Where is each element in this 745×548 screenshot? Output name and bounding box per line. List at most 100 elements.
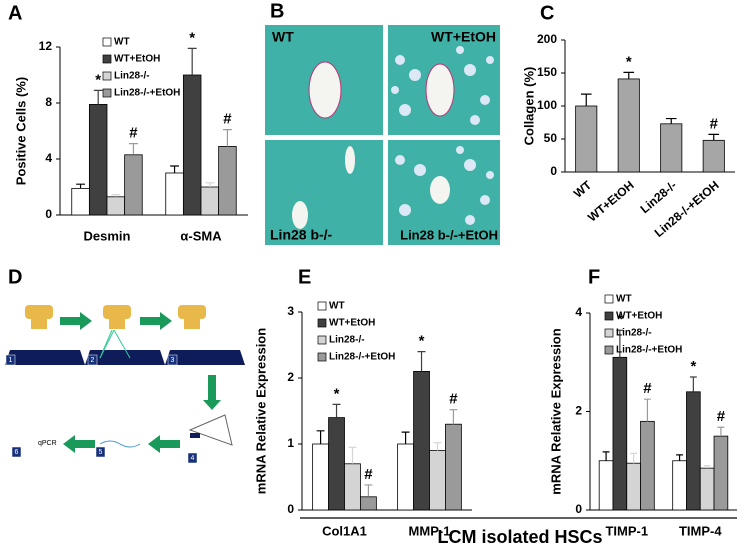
significance-label: #	[449, 391, 458, 408]
y-tick-label: 2	[575, 404, 582, 418]
panel-letter: D	[8, 266, 22, 288]
legend-label: WT+EtOH	[329, 318, 375, 329]
histology-images: WT WT+EtOH Lin28 b-/- Lin28 b-/-+EtOH	[265, 25, 500, 245]
bar	[344, 463, 361, 511]
significance-label: #	[710, 115, 719, 132]
bar	[445, 423, 462, 511]
error-bar	[433, 442, 442, 451]
bar	[165, 172, 184, 216]
bar	[360, 496, 377, 511]
bar	[575, 105, 598, 173]
error-bar	[187, 47, 197, 75]
legend-swatch	[604, 294, 614, 304]
legend-label: Lin28-/-+EtOH	[616, 345, 682, 356]
bar	[617, 78, 640, 173]
legend-swatch	[317, 301, 327, 311]
y-tick-label: 12	[39, 39, 53, 53]
y-tick-label: 100	[537, 98, 557, 112]
legend-label: Lin28-/-	[329, 335, 365, 346]
step-box	[167, 354, 178, 366]
significance-label: #	[129, 125, 138, 142]
error-bar	[170, 165, 179, 173]
y-tick-label: 50	[544, 131, 558, 145]
y-axis-label: mRNA Relative Expression	[548, 328, 563, 494]
legend-label: WT	[616, 294, 632, 305]
error-bar	[580, 93, 592, 106]
y-tick-label: 200	[537, 32, 557, 46]
significance-label: #	[717, 408, 726, 425]
significance-label: *	[617, 311, 623, 328]
y-tick-label: 0	[287, 502, 294, 516]
legend-swatch	[317, 352, 327, 362]
bar	[397, 443, 414, 511]
error-bar	[129, 143, 138, 155]
bar	[218, 145, 237, 216]
bar	[429, 450, 446, 511]
bar	[124, 154, 143, 216]
error-bar	[689, 376, 697, 392]
legend-swatch	[102, 88, 112, 98]
step-box	[95, 446, 106, 458]
legend-swatch	[102, 71, 112, 81]
error-bar	[623, 71, 635, 79]
y-axis-label: mRNA Relative Expression	[253, 328, 268, 494]
bar	[413, 370, 430, 511]
legend-label: WT	[114, 37, 130, 48]
y-tick-label: 2	[287, 370, 294, 384]
legend-label: Lin28-/-	[114, 71, 150, 82]
bar	[672, 460, 687, 511]
error-bar	[348, 446, 357, 464]
x-tick-label: TIMP-1	[605, 523, 648, 538]
panel-letter: A	[8, 2, 22, 24]
error-bar	[76, 183, 85, 189]
x-tick-label: Desmin	[84, 228, 131, 243]
x-tick-label: α-SMA	[180, 228, 222, 243]
legend-label: WT+EtOH	[114, 54, 160, 65]
legend-label: WT	[329, 301, 345, 312]
bar	[598, 460, 614, 511]
error-bar	[223, 129, 232, 147]
panel-letter: C	[540, 2, 554, 24]
y-tick-label: 1	[287, 436, 294, 450]
bar	[702, 139, 725, 173]
legend-swatch	[102, 37, 112, 47]
bar	[660, 123, 683, 173]
legend-swatch	[604, 345, 614, 355]
significance-label: *	[690, 358, 696, 375]
significance-label: #	[643, 380, 652, 397]
bar	[713, 435, 729, 511]
legend-label: WT+EtOH	[616, 311, 662, 322]
bar	[200, 186, 220, 216]
y-tick-label: 3	[287, 304, 294, 318]
y-tick-label: 8	[45, 95, 52, 109]
bar	[699, 467, 715, 511]
bar	[640, 420, 655, 511]
legend-swatch	[317, 335, 327, 345]
step-box	[5, 354, 16, 366]
panel-letter: B	[270, 0, 284, 22]
significance-label: #	[364, 466, 373, 483]
y-tick-label: 150	[537, 65, 557, 79]
step-box	[187, 452, 198, 464]
y-axis-label: Collagen (%)	[521, 67, 536, 146]
x-tick-label: Col1A1	[322, 523, 367, 538]
error-bar	[616, 329, 624, 358]
step-number: 5	[99, 449, 103, 456]
error-bar	[665, 117, 677, 124]
significance-label: *	[189, 29, 195, 46]
panel-letter: E	[298, 266, 311, 288]
legend-label: Lin28-/-+EtOH	[329, 352, 395, 363]
error-bar	[111, 194, 121, 197]
error-bar	[417, 351, 426, 372]
bar	[626, 462, 641, 511]
image-label: Lin28 b-/-	[270, 227, 333, 243]
legend-swatch	[604, 328, 614, 338]
bar	[106, 196, 126, 216]
legend-swatch	[317, 318, 327, 328]
legend-label: Lin28-/-+EtOH	[114, 88, 180, 99]
bar	[612, 356, 628, 511]
error-bar	[708, 133, 720, 141]
step-number: 6	[15, 449, 19, 456]
footer-label: LCM isolated HSCs	[437, 527, 602, 547]
step-number: 4	[191, 455, 195, 462]
